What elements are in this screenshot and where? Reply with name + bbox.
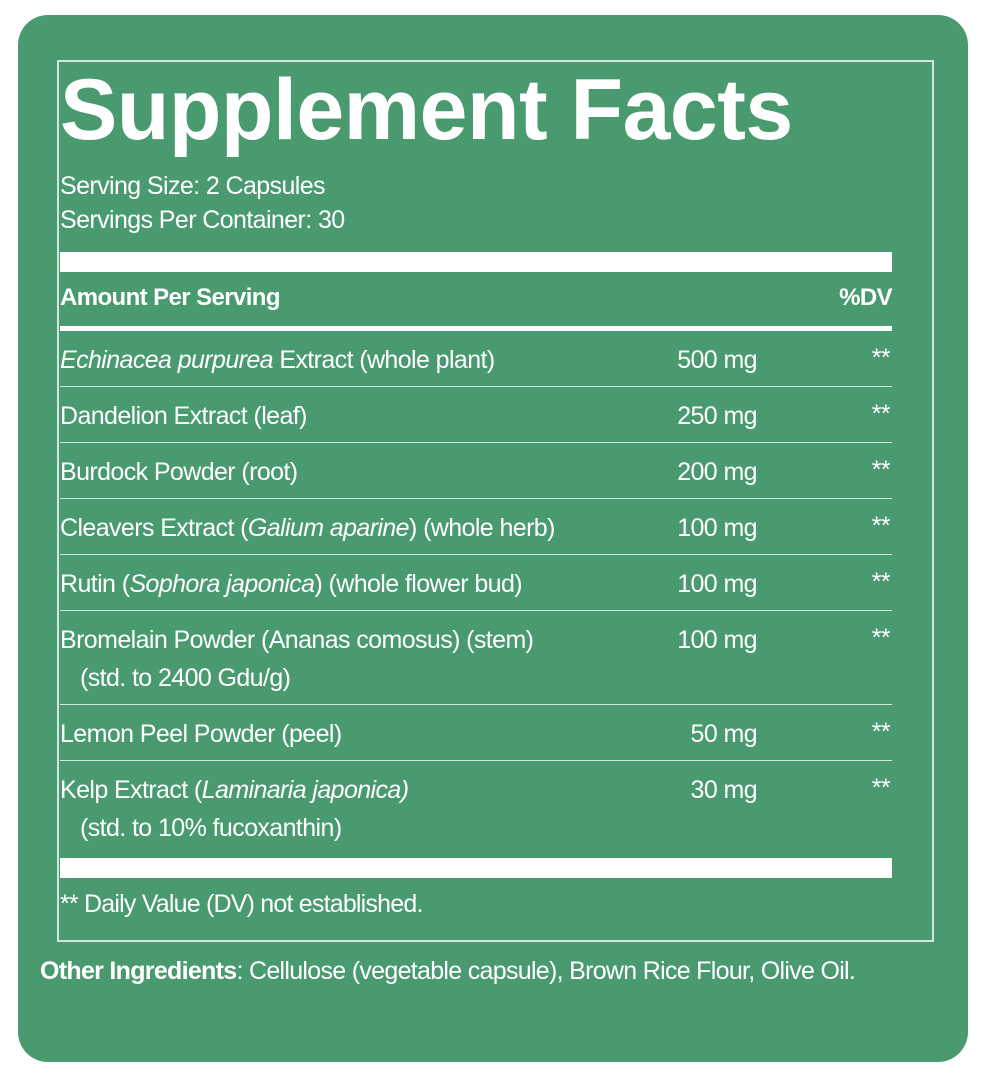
- bottom-divider: [60, 858, 892, 878]
- ingredient-name-part: Lemon Peel Powder (peel): [60, 720, 342, 748]
- ingredient-dv: **: [871, 512, 891, 540]
- serving-size: Serving Size: 2 Capsules: [60, 172, 326, 200]
- table-row: Burdock Powder (root) 200 mg **: [60, 443, 892, 499]
- table-row: Kelp Extract (Laminaria japonica) (std. t…: [60, 761, 892, 854]
- ingredient-amount: 100 mg: [677, 514, 757, 542]
- ingredient-name-italic: Sophora japonica: [129, 570, 315, 598]
- ingredient-dv: **: [871, 568, 891, 596]
- table-row: Lemon Peel Powder (peel) 50 mg **: [60, 705, 892, 761]
- footnote: ** Daily Value (DV) not established.: [60, 890, 423, 918]
- ingredient-amount: 200 mg: [677, 458, 757, 486]
- ingredient-dv: **: [871, 456, 891, 484]
- ingredient-dv: **: [871, 774, 891, 802]
- ingredient-name-part: ) (whole flower bud): [314, 570, 522, 598]
- ingredient-name-part: Cleavers Extract (: [60, 514, 248, 542]
- ingredient-name: Kelp Extract (Laminaria japonica): [60, 771, 620, 809]
- servings-per-container: Servings Per Container: 30: [60, 206, 345, 234]
- page-title: Supplement Facts: [60, 62, 793, 158]
- ingredient-note: (std. to 10% fucoxanthin): [80, 814, 342, 842]
- ingredient-name: Burdock Powder (root): [60, 453, 620, 491]
- table-row: Dandelion Extract (leaf) 250 mg **: [60, 387, 892, 443]
- ingredient-table: Echinacea purpurea Extract (whole plant)…: [60, 331, 892, 854]
- table-row: Echinacea purpurea Extract (whole plant)…: [60, 331, 892, 387]
- table-row: Bromelain Powder (Ananas comosus) (stem)…: [60, 611, 892, 705]
- ingredient-dv: **: [871, 718, 891, 746]
- table-row: Rutin (Sophora japonica) (whole flower b…: [60, 555, 892, 611]
- dv-label: %DV: [839, 284, 892, 311]
- ingredient-note: (std. to 2400 Gdu/g): [80, 664, 291, 692]
- ingredient-name-part: Rutin (: [60, 570, 130, 598]
- ingredient-name-part: Bromelain Powder (Ananas comosus) (stem): [60, 626, 534, 654]
- other-ingredients: Other Ingredients: Cellulose (vegetable …: [40, 952, 920, 990]
- ingredient-name: Echinacea purpurea Extract (whole plant): [60, 341, 620, 379]
- header-divider: [60, 326, 892, 331]
- ingredient-name-part: Kelp Extract (: [60, 776, 202, 804]
- ingredient-amount: 500 mg: [677, 346, 757, 374]
- ingredient-name-part: Dandelion Extract (leaf): [60, 402, 307, 430]
- ingredient-name-part: Extract (whole plant): [272, 346, 495, 374]
- ingredient-dv: **: [871, 344, 891, 372]
- other-ingredients-text: : Cellulose (vegetable capsule), Brown R…: [236, 957, 856, 985]
- ingredient-amount: 50 mg: [690, 720, 758, 748]
- ingredient-name: Rutin (Sophora japonica) (whole flower b…: [60, 565, 620, 603]
- ingredient-amount: 100 mg: [677, 570, 757, 598]
- ingredient-amount: 100 mg: [677, 626, 757, 654]
- facts-border-box: [57, 60, 934, 942]
- ingredient-name-part: Burdock Powder (root): [60, 458, 298, 486]
- ingredient-dv: **: [871, 624, 891, 652]
- ingredient-name: Lemon Peel Powder (peel): [60, 715, 620, 753]
- table-row: Cleavers Extract (Galium aparine) (whole…: [60, 499, 892, 555]
- supplement-facts-panel: [18, 15, 968, 1062]
- thick-divider: [60, 252, 892, 272]
- ingredient-name-part: ) (whole herb): [409, 514, 555, 542]
- ingredient-name: Dandelion Extract (leaf): [60, 397, 620, 435]
- ingredient-name-italic: Echinacea purpurea: [60, 346, 274, 374]
- ingredient-name-italic: Galium aparine: [247, 514, 410, 542]
- other-ingredients-label: Other Ingredients: [40, 957, 237, 985]
- table-header: Amount Per Serving %DV: [60, 280, 893, 316]
- ingredient-amount: 250 mg: [677, 402, 757, 430]
- ingredient-name: Bromelain Powder (Ananas comosus) (stem): [60, 621, 620, 659]
- ingredient-amount: 30 mg: [690, 776, 758, 804]
- amount-per-serving-label: Amount Per Serving: [60, 284, 281, 311]
- ingredient-name: Cleavers Extract (Galium aparine) (whole…: [60, 509, 620, 547]
- ingredient-name-italic: Laminaria japonica): [201, 776, 409, 804]
- ingredient-dv: **: [871, 400, 891, 428]
